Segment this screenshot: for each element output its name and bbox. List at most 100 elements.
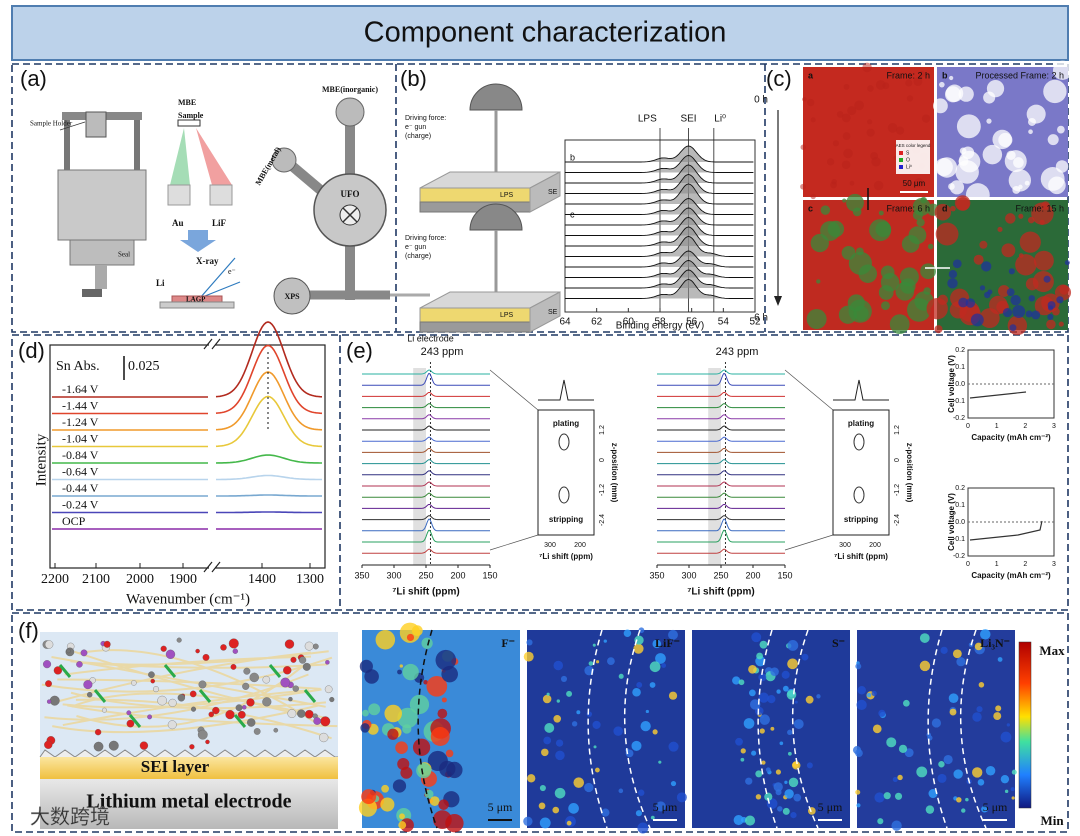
tof-texture <box>952 649 962 659</box>
aes-texture <box>889 314 910 335</box>
legend-swatch <box>899 151 903 155</box>
tof-texture <box>993 712 1002 721</box>
tof-texture <box>364 669 379 684</box>
aes-texture <box>927 243 934 250</box>
aes-texture <box>932 98 948 114</box>
tof-texture <box>758 692 769 703</box>
atom <box>53 666 63 675</box>
label: 200 <box>574 542 586 549</box>
li-arrow <box>233 714 247 728</box>
label: Li <box>156 278 165 288</box>
tof-texture <box>759 714 770 725</box>
atom <box>324 685 333 694</box>
tof-texture <box>748 664 757 674</box>
atom <box>176 637 182 643</box>
polymer-chain <box>70 691 327 710</box>
axis-break <box>209 341 215 572</box>
tof-texture <box>387 728 399 740</box>
rod <box>95 265 107 289</box>
aes-texture <box>956 114 981 139</box>
tof-texture <box>445 813 464 833</box>
tof-texture <box>977 779 985 786</box>
aes-texture <box>1004 150 1027 173</box>
arrow-down <box>180 230 216 252</box>
aes-texture <box>1012 305 1026 318</box>
tof-texture <box>556 699 560 703</box>
atom <box>168 698 177 707</box>
aes-texture <box>1012 186 1021 194</box>
tof-texture <box>623 629 632 638</box>
atom <box>232 648 238 654</box>
tof-texture <box>801 653 809 661</box>
aes-texture <box>810 117 816 123</box>
tof-texture <box>919 660 931 672</box>
tof-texture <box>637 822 649 834</box>
tof-texture <box>891 820 902 831</box>
aes-texture <box>986 79 1005 98</box>
polymer-chain <box>74 650 312 718</box>
tof-texture <box>594 767 600 773</box>
label: Min <box>1040 813 1064 828</box>
tof-texture <box>787 751 792 756</box>
contour <box>853 486 865 504</box>
nmr-spectrum <box>657 448 785 453</box>
aes-texture <box>1005 213 1016 224</box>
tof-texture <box>445 749 454 758</box>
atom <box>190 706 197 712</box>
atom <box>243 667 251 675</box>
aes-texture <box>827 220 845 238</box>
tof-texture <box>523 651 534 662</box>
aes-texture <box>1043 79 1067 104</box>
scale-label: 5 μm <box>488 800 513 814</box>
leader <box>59 121 86 131</box>
aes-texture <box>854 100 864 111</box>
label: LPS <box>638 114 657 125</box>
tof-texture <box>953 769 963 779</box>
tof-texture <box>787 658 798 670</box>
label: Lithium metal electrode <box>86 791 291 813</box>
title-bar <box>11 5 1069 61</box>
label: 1900 <box>169 572 197 587</box>
ion-label: F⁻ <box>501 636 515 650</box>
tof-texture <box>892 776 898 782</box>
colorbar <box>1018 641 1032 809</box>
label: 350 <box>649 570 664 580</box>
label: 243 ppm <box>716 346 759 358</box>
label: 0 <box>966 561 970 568</box>
tof-texture <box>903 699 910 707</box>
tof-texture <box>361 789 377 805</box>
label: UFO <box>341 189 360 199</box>
tof-texture <box>981 805 988 813</box>
tile-caption: Frame: 2 h <box>886 70 930 80</box>
boundary <box>587 629 608 829</box>
aes-texture <box>973 254 984 265</box>
spectrum <box>565 145 754 163</box>
atom <box>139 741 149 750</box>
aes-texture <box>979 308 1000 329</box>
aes-texture <box>979 285 986 291</box>
tof-texture <box>743 718 755 729</box>
aes-texture <box>1028 216 1035 224</box>
tof-texture <box>650 815 655 820</box>
tof-texture <box>733 815 744 826</box>
tof-texture <box>855 789 861 795</box>
tof-texture <box>631 740 642 751</box>
tof-texture <box>872 724 882 734</box>
aes-texture <box>998 285 1010 297</box>
aes-texture <box>867 85 874 92</box>
aes-texture <box>944 86 962 103</box>
tof-texture <box>792 761 799 768</box>
tof-texture <box>640 720 651 732</box>
tof-texture <box>751 750 757 756</box>
label: -0.2 <box>953 553 965 560</box>
tof-texture <box>949 708 957 716</box>
aes-texture <box>1002 307 1013 318</box>
tof-texture <box>805 695 814 704</box>
atom <box>103 640 111 648</box>
layer-side <box>529 171 561 213</box>
aes-texture <box>901 235 920 253</box>
label: SEI layer <box>141 757 210 776</box>
atom <box>225 710 235 720</box>
aes-texture <box>958 297 969 308</box>
atom <box>86 692 93 698</box>
